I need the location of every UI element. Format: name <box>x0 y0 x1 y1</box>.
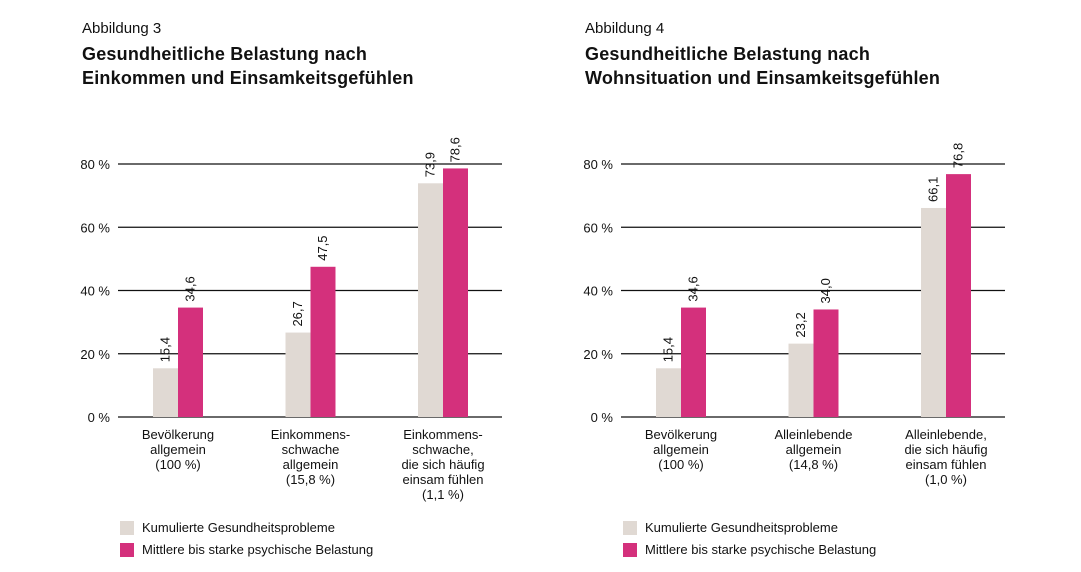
x-category-label: (15,8 %) <box>286 472 335 487</box>
legend-label: Mittlere bis starke psychische Belastung <box>645 542 877 557</box>
y-tick-label: 0 % <box>88 410 111 425</box>
x-category-label: allgemein <box>283 457 339 472</box>
x-category-label: allgemein <box>150 442 206 457</box>
x-category-label: Einkommens- <box>403 427 482 442</box>
data-label: 66,1 <box>926 177 941 202</box>
y-tick-label: 20 % <box>80 347 110 362</box>
y-tick-label: 60 % <box>80 220 110 235</box>
bar <box>310 266 336 417</box>
x-category-label: (100 %) <box>155 457 201 472</box>
bar <box>656 368 681 417</box>
x-category-label: (1,1 %) <box>422 487 464 502</box>
data-label: 34,0 <box>818 278 833 303</box>
bar <box>681 307 706 417</box>
y-tick-label: 40 % <box>80 284 110 299</box>
figure-label: Abbildung 4 <box>585 20 665 37</box>
title-line: Einkommen und Einsamkeitsgefühlen <box>82 68 414 88</box>
data-label: 76,8 <box>951 143 966 168</box>
legend-label: Kumulierte Gesundheitsprobleme <box>142 520 335 535</box>
x-category-label: (1,0 %) <box>925 472 967 487</box>
legend-item: Kumulierte Gesundheitsprobleme <box>623 520 838 535</box>
bar <box>178 307 203 417</box>
x-category-label: (14,8 %) <box>789 457 838 472</box>
bar <box>921 207 946 417</box>
legend-label: Kumulierte Gesundheitsprobleme <box>645 520 838 535</box>
y-tick-label: 40 % <box>583 284 613 299</box>
data-label: 15,4 <box>661 337 676 362</box>
data-label: 15,4 <box>158 337 173 362</box>
data-label: 73,9 <box>423 152 438 177</box>
x-category-label: Bevölkerung <box>142 427 214 442</box>
bar <box>285 332 311 417</box>
y-tick-label: 0 % <box>591 410 614 425</box>
legend-swatch <box>623 542 637 557</box>
data-label: 34,6 <box>686 276 701 301</box>
title-line: Wohnsituation und Einsamkeitsgefühlen <box>585 68 941 88</box>
y-tick-label: 20 % <box>583 347 613 362</box>
figure-label: Abbildung 3 <box>82 20 162 37</box>
data-label: 23,2 <box>793 312 808 337</box>
chart-title: Gesundheitliche Belastung nach Einkommen… <box>82 42 414 90</box>
x-category-label: einsam fühlen <box>906 457 987 472</box>
chart-title: Gesundheitliche Belastung nach Wohnsitua… <box>585 42 940 90</box>
bar <box>418 183 443 417</box>
x-category-label: (100 %) <box>658 457 704 472</box>
bar <box>813 309 839 417</box>
bar <box>443 168 468 417</box>
legend-swatch <box>623 520 637 535</box>
x-category-label: einsam fühlen <box>403 472 484 487</box>
legend-swatch <box>120 542 134 557</box>
y-tick-label: 80 % <box>583 157 613 172</box>
bar <box>153 368 178 417</box>
x-category-label: Alleinlebende <box>774 427 852 442</box>
legend-item: Mittlere bis starke psychische Belastung <box>120 542 373 557</box>
x-category-label: die sich häufig <box>904 442 987 457</box>
title-line: Gesundheitliche Belastung nach <box>82 44 368 64</box>
x-category-label: die sich häufig <box>401 457 484 472</box>
x-category-label: schwache <box>282 442 340 457</box>
y-tick-label: 80 % <box>80 157 110 172</box>
legend-item: Kumulierte Gesundheitsprobleme <box>120 520 335 535</box>
bar <box>788 343 814 417</box>
legend-label: Mittlere bis starke psychische Belastung <box>142 542 374 557</box>
bar <box>946 174 971 417</box>
x-category-label: allgemein <box>786 442 842 457</box>
legend-item: Mittlere bis starke psychische Belastung <box>623 542 876 557</box>
title-line: Gesundheitliche Belastung nach <box>585 44 871 64</box>
y-tick-label: 60 % <box>583 220 613 235</box>
data-label: 26,7 <box>290 301 305 326</box>
x-category-label: Einkommens- <box>271 427 350 442</box>
legend-swatch <box>120 520 134 535</box>
data-label: 34,6 <box>183 276 198 301</box>
figure-3: Abbildung 3 Gesundheitliche Belastung na… <box>0 0 520 572</box>
bar-chart: 0 %20 %40 %60 %80 %15,434,6Bevölkerungal… <box>583 143 1005 487</box>
x-category-label: Alleinlebende, <box>905 427 987 442</box>
data-label: 47,5 <box>315 235 330 260</box>
figure-4: Abbildung 4 Gesundheitliche Belastung na… <box>503 0 1023 572</box>
x-category-label: Bevölkerung <box>645 427 717 442</box>
x-category-label: allgemein <box>653 442 709 457</box>
x-category-label: schwache, <box>412 442 473 457</box>
data-label: 78,6 <box>448 137 463 162</box>
bar-chart: 0 %20 %40 %60 %80 %15,434,6Bevölkerungal… <box>80 137 502 502</box>
